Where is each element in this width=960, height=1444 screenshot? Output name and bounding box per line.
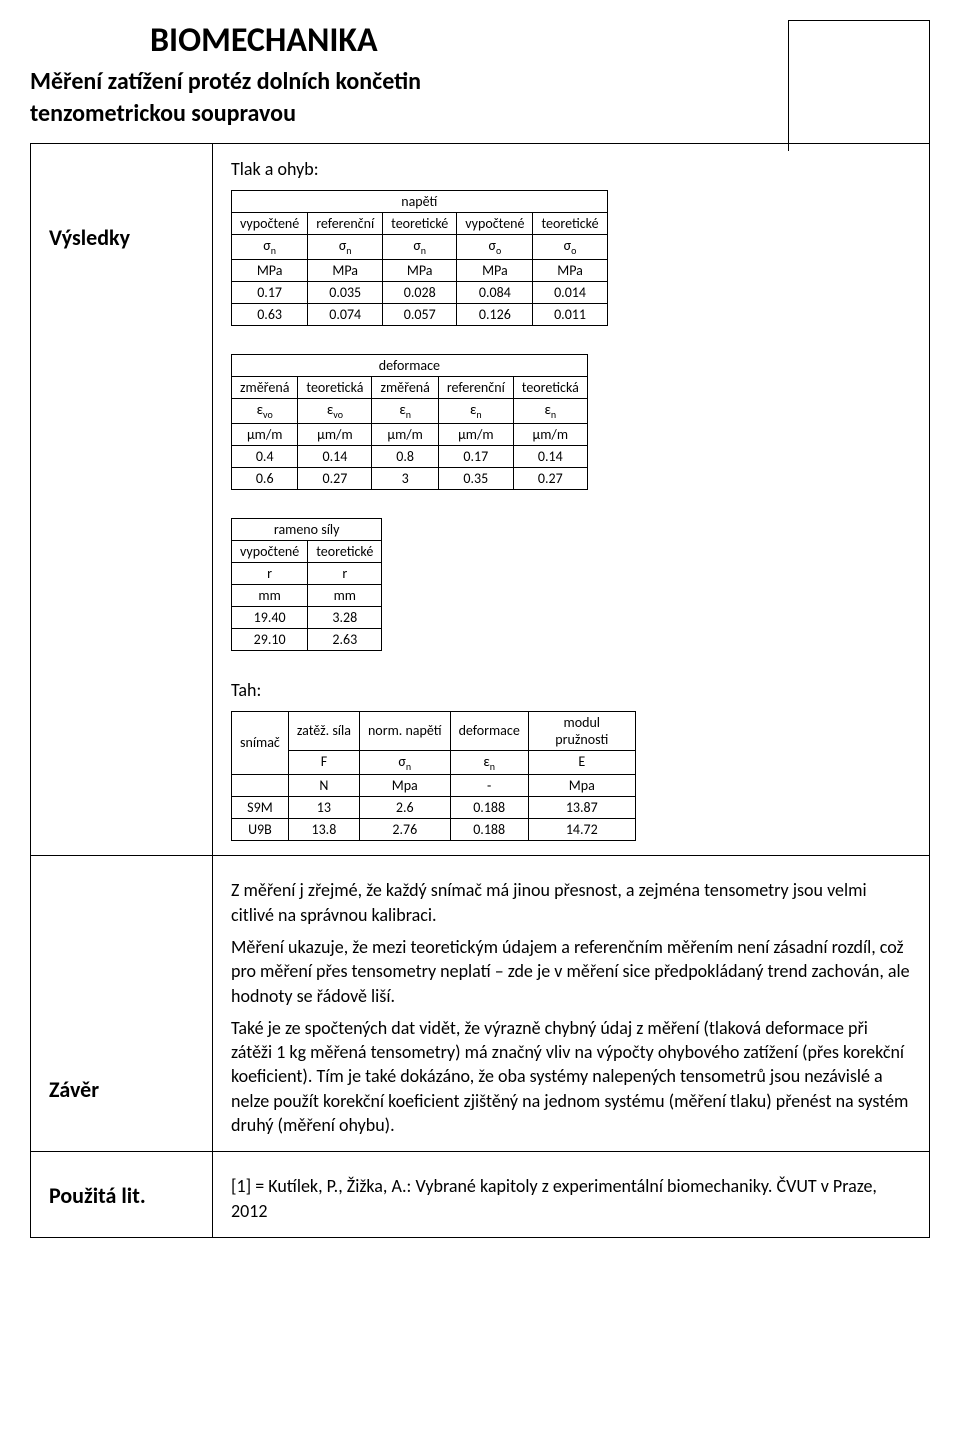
stress-unit-row: MPa MPa MPa MPa MPa	[232, 259, 608, 281]
arm-unit-row: mm mm	[232, 584, 382, 606]
deform-header-row: změřená teoretická změřená referenční te…	[232, 376, 588, 398]
table-tah: snímač zatěž. síla norm. napětí deformac…	[231, 711, 636, 842]
table-stress: napětí vypočtené referenční teoretické v…	[231, 190, 608, 326]
stress-caption: napětí	[232, 191, 608, 213]
literature-text: [1] = Kutílek, P., Žižka, A.: Vybrané ka…	[231, 1174, 911, 1223]
tah-row-1: S9M 13 2.6 0.188 13.87	[232, 797, 636, 819]
label-conclusion: Závěr	[31, 856, 213, 1152]
arm-row-1: 19.40 3.28	[232, 606, 382, 628]
tah-unit-row: N Mpa - Mpa	[232, 775, 636, 797]
tah-top-row: snímač zatěž. síla norm. napětí deformac…	[232, 711, 636, 750]
main-table: Výsledky Tlak a ohyb: napětí vypočtené r…	[30, 143, 930, 1238]
deform-unit-row: μm/m μm/m μm/m μm/m μm/m	[232, 423, 588, 445]
deform-row-1: 0.4 0.14 0.8 0.17 0.14	[232, 445, 588, 467]
tah-row-2: U9B 13.8 2.76 0.188 14.72	[232, 819, 636, 841]
results-content: Tlak a ohyb: napětí vypočtené referenční…	[213, 144, 930, 856]
deform-symbol-row: εvo εvo εn εn εn	[232, 398, 588, 423]
tah-symbol-row: F σn εn E	[232, 750, 636, 775]
heading-tah: Tah:	[231, 679, 911, 701]
label-literature: Použitá lit.	[31, 1152, 213, 1238]
arm-symbol-row: r r	[232, 562, 382, 584]
table-deform: deformace změřená teoretická změřená ref…	[231, 354, 588, 490]
conclusion-content: Z měření j zřejmé, že každý snímač má ji…	[213, 856, 930, 1152]
stress-row-1: 0.17 0.035 0.028 0.084 0.014	[232, 281, 608, 303]
stress-row-2: 0.63 0.074 0.057 0.126 0.011	[232, 303, 608, 325]
arm-header-row: vypočtené teoretické	[232, 540, 382, 562]
literature-content: [1] = Kutílek, P., Žižka, A.: Vybrané ka…	[213, 1152, 930, 1238]
stress-header-row: vypočtené referenční teoretické vypočten…	[232, 213, 608, 235]
heading-tlak: Tlak a ohyb:	[231, 158, 911, 180]
arm-row-2: 29.10 2.63	[232, 628, 382, 650]
header-empty-box	[788, 20, 930, 151]
deform-caption: deformace	[232, 354, 588, 376]
conclusion-p3: Také je ze spočtených dat vidět, že výra…	[231, 1016, 911, 1137]
label-results: Výsledky	[31, 144, 213, 856]
stress-symbol-row: σn σn σn σo σo	[232, 235, 608, 260]
deform-row-2: 0.6 0.27 3 0.35 0.27	[232, 467, 588, 489]
table-arm: rameno síly vypočtené teoretické r r mm	[231, 518, 382, 651]
page: BIOMECHANIKA Měření zatížení protéz doln…	[0, 0, 960, 1268]
conclusion-p1: Z měření j zřejmé, že každý snímač má ji…	[231, 878, 911, 927]
arm-caption: rameno síly	[232, 518, 382, 540]
conclusion-p2: Měření ukazuje, že mezi teoretickým údaj…	[231, 935, 911, 1008]
tah-snimac: snímač	[232, 711, 289, 775]
